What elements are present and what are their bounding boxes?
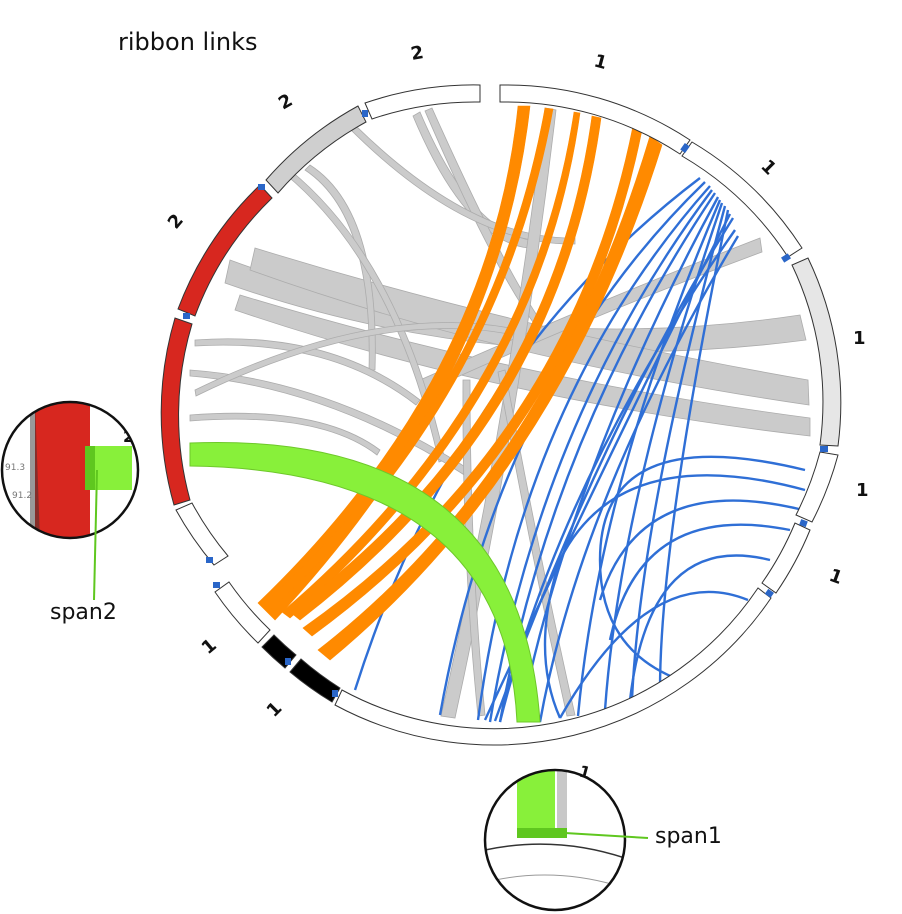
ribbon-blue-14 [543,474,806,719]
ribbon-blue-7 [576,199,722,717]
callout-span1: span1 [655,824,722,849]
ribbon-gray-14 [440,107,557,719]
ribbon-orange-6 [262,107,554,611]
marker-4 [799,519,808,528]
ribbon-gray-7 [344,119,576,245]
segment-1c [791,257,842,447]
ribbon-gray-9 [284,169,446,463]
marker-8 [213,582,220,588]
ribbon-blue-2 [438,181,706,716]
ribbons-gray [189,107,811,719]
ribbon-blue-9 [630,205,727,701]
segment-1g [289,658,341,703]
segment-markers [183,110,828,697]
segment-label: 1 [263,698,287,722]
chart-title: ribbon links [118,28,258,56]
ideogram-ring [160,84,842,746]
segment-1b [681,141,803,258]
segment-1i [214,581,271,644]
marker-7 [285,658,291,665]
segment-2a [175,502,229,566]
ribbon-blue-10 [658,209,730,691]
marker-11 [258,184,265,190]
ribbon-blue-18 [558,590,749,719]
ribbon-blue-17 [628,554,771,701]
marker-12 [362,110,368,117]
zoom-tick: 91.3 [5,463,25,473]
zoom-lens-left: 91.3 91.2 2 [0,400,140,601]
ribbon-gray-10 [194,338,421,406]
segment-1e [761,522,811,594]
segment-2c [177,184,273,317]
segment-label: 1 [756,156,780,180]
segment-label: 2 [164,210,188,233]
ribbon-gray-3 [234,294,811,437]
zoom-tick: 91.2 [12,491,32,501]
segment-1d [795,451,839,523]
ribbon-gray-12 [189,412,381,456]
marker-9 [206,557,213,563]
marker-1 [680,143,690,153]
ribbon-orange-5 [317,135,663,661]
marker-6 [332,690,338,697]
segment-2d [265,105,367,194]
segment-1f [334,587,772,746]
zoom-label: 1 [577,762,593,783]
marker-2 [781,253,791,263]
marker-10 [183,313,190,319]
callout-span2: span2 [50,600,117,625]
ribbon-blue-16 [608,523,791,641]
ribbon-blue-13 [598,455,806,682]
segment-label: 1 [856,480,869,501]
ribbons-orange [257,105,663,661]
segment-label: 1 [853,328,866,349]
segment-label: 1 [198,635,221,659]
ribbon-orange-1 [257,105,531,621]
zoom-lens-right: 1 [483,762,649,912]
ribbon-orange-2 [281,111,581,619]
ribbon-green-1 [189,441,541,723]
segment-label: 2 [409,42,425,65]
segment-label: 2 [275,90,296,114]
ribbon-blue-3 [476,185,711,721]
ribbon-blue-20 [538,235,740,723]
segment-label: 1 [592,51,610,75]
ribbon-orange-3 [289,115,602,621]
ribbon-green [189,441,541,723]
segment-2b [160,317,193,506]
marker-3 [820,446,828,452]
marker-5 [764,588,774,598]
segment-2e [364,84,481,120]
ribbon-blue-15 [598,499,804,601]
segment-label: 1 [826,565,845,589]
